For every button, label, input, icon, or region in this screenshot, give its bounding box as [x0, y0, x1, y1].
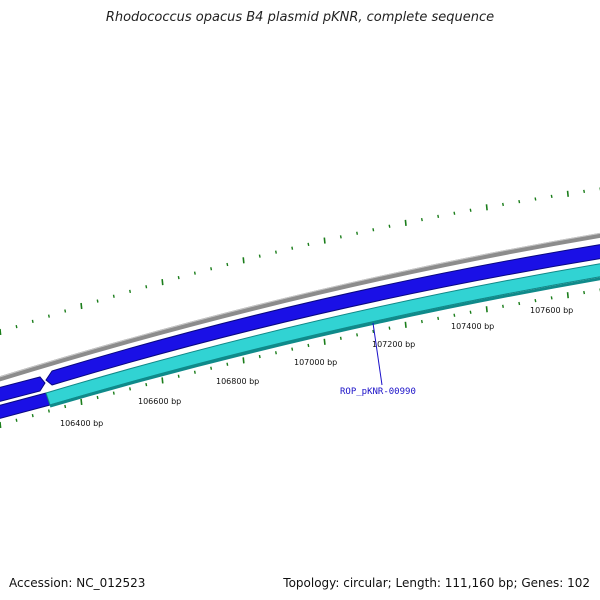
outer-tick-12: [193, 271, 196, 275]
outer-tick-27: [437, 214, 440, 219]
outer-tick-20: [323, 237, 326, 244]
inner-tick-25: [404, 321, 407, 328]
outer-tick-29: [469, 208, 472, 212]
map-title: Rhodococcus opacus B4 plasmid pKNR, comp…: [105, 10, 495, 25]
inner-tick-24: [388, 326, 391, 330]
outer-tick-22: [356, 231, 359, 235]
inner-tick-28: [453, 313, 456, 317]
outer-tick-25: [404, 219, 407, 226]
outer-tick-1: [15, 324, 18, 329]
outer-tick-35: [566, 190, 569, 197]
tick-label-107000: 107000 bp: [294, 358, 337, 367]
outer-tick-19: [307, 242, 310, 246]
inner-tick-27: [437, 316, 440, 321]
inner-tick-7: [112, 391, 115, 395]
inner-tick-21: [339, 336, 342, 340]
tick-label-106400: 106400 bp: [60, 419, 103, 428]
inner-tick-13: [210, 366, 213, 370]
inner-tick-10: [161, 377, 164, 384]
inner-tick-8: [129, 387, 132, 391]
outer-tick-33: [534, 197, 537, 201]
tick-label-107600: 107600 bp: [530, 306, 573, 315]
inner-tick-6: [96, 395, 99, 400]
tick-label-107200: 107200 bp: [372, 340, 415, 349]
outer-tick-8: [129, 289, 132, 294]
outer-tick-16: [258, 254, 261, 258]
outer-tick-14: [226, 262, 229, 267]
inner-tick-29: [469, 310, 472, 314]
inner-tick-36: [583, 290, 586, 295]
outer-tick-28: [453, 211, 456, 215]
outer-tick-9: [145, 285, 148, 289]
inner-tick-16: [258, 354, 261, 359]
outer-tick-ring: [0, 187, 600, 336]
inner-tick-11: [177, 374, 180, 378]
outer-tick-36: [583, 189, 586, 194]
inner-tick-18: [291, 347, 294, 351]
outer-tick-17: [274, 250, 277, 254]
outer-tick-10: [161, 279, 164, 286]
outer-tick-0: [0, 328, 2, 336]
inner-tick-35: [566, 292, 569, 299]
outer-tick-4: [64, 309, 67, 313]
inner-tick-20: [323, 338, 326, 345]
outer-tick-23: [372, 228, 375, 232]
outer-tick-32: [518, 200, 521, 204]
inner-tick-19: [307, 343, 310, 348]
outer-tick-3: [47, 314, 50, 318]
outer-tick-2: [31, 319, 34, 323]
outer-tick-24: [388, 224, 391, 228]
accession-label: Accession: NC_012523: [9, 576, 146, 590]
inner-tick-34: [550, 296, 553, 300]
outer-tick-30: [485, 204, 488, 211]
inner-tick-5: [80, 398, 83, 406]
outer-tick-15: [242, 257, 245, 264]
forward-gene-main: [45, 244, 600, 386]
outer-tick-13: [210, 267, 213, 271]
backbone-inner: [0, 232, 600, 378]
inner-tick-0: [0, 421, 2, 429]
gene-callout-label: ROP_pKNR-00990: [340, 387, 416, 397]
tick-label-106600: 106600 bp: [138, 397, 181, 406]
gene-callout-line: [372, 322, 383, 386]
inner-tick-4: [64, 404, 67, 409]
inner-tick-15: [242, 357, 245, 364]
topology-summary: Topology: circular; Length: 111,160 bp; …: [283, 576, 590, 590]
inner-tick-26: [420, 319, 423, 324]
inner-tick-22: [356, 333, 359, 337]
inner-tick-31: [502, 304, 504, 308]
inner-tick-ring: [0, 288, 600, 429]
outer-tick-18: [291, 246, 294, 250]
outer-tick-5: [80, 302, 83, 310]
tick-label-106800: 106800 bp: [216, 377, 259, 386]
inner-tick-17: [274, 351, 277, 355]
inner-tick-33: [534, 299, 537, 303]
outer-tick-21: [339, 235, 342, 239]
outer-tick-31: [502, 202, 504, 207]
inner-tick-1: [15, 418, 18, 422]
outer-tick-11: [177, 275, 180, 280]
inner-tick-3: [47, 409, 50, 413]
outer-tick-26: [420, 217, 423, 222]
inner-tick-2: [31, 413, 34, 418]
inner-tick-14: [226, 362, 229, 366]
reverse-gene-edge: [49, 277, 600, 408]
forward-gene-left: [0, 376, 46, 402]
inner-tick-30: [485, 306, 488, 313]
inner-tick-32: [518, 301, 521, 306]
inner-tick-23: [372, 329, 375, 334]
inner-tick-9: [145, 382, 148, 387]
outer-tick-7: [112, 294, 115, 298]
tick-label-107400: 107400 bp: [451, 322, 494, 331]
inner-tick-12: [193, 370, 196, 374]
outer-tick-34: [550, 194, 553, 198]
outer-tick-6: [96, 299, 99, 303]
backbone-outer: [0, 232, 600, 382]
